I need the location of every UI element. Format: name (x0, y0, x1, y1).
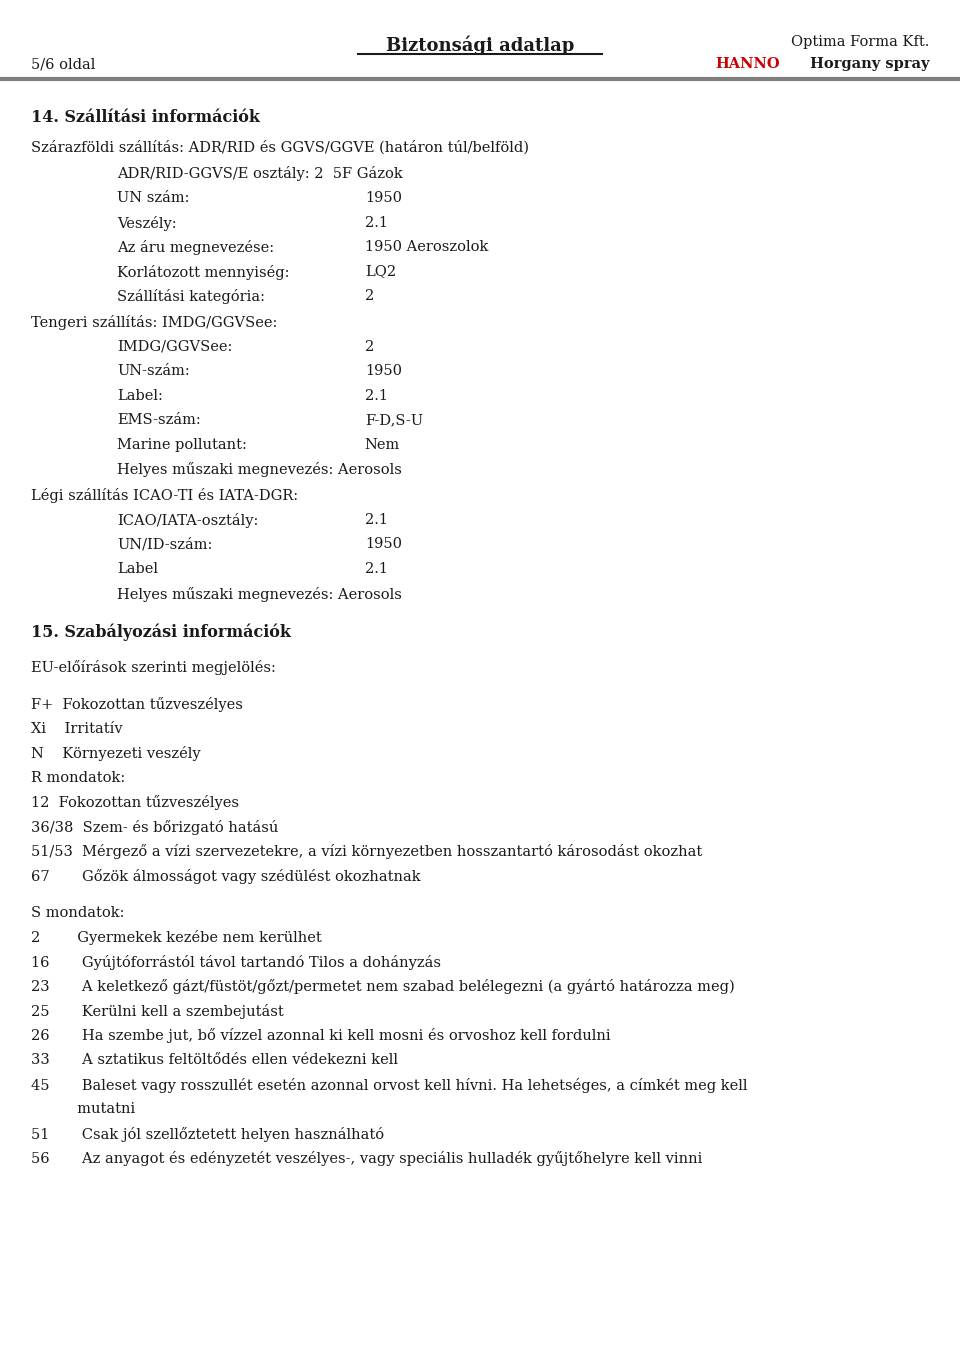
Text: 2        Gyermekek kezébe nem kerülhet: 2 Gyermekek kezébe nem kerülhet (31, 930, 322, 945)
Text: 2.1: 2.1 (365, 562, 388, 576)
Text: 67       Gőzök álmosságot vagy szédülést okozhatnak: 67 Gőzök álmosságot vagy szédülést okozh… (31, 869, 420, 884)
Text: 2.1: 2.1 (365, 513, 388, 527)
Text: Tengeri szállítás: IMDG/GGVSee:: Tengeri szállítás: IMDG/GGVSee: (31, 315, 277, 330)
Text: F+  Fokozottan tűzveszélyes: F+ Fokozottan tűzveszélyes (31, 697, 243, 712)
Text: Légi szállítás ICAO-TI és IATA-DGR:: Légi szállítás ICAO-TI és IATA-DGR: (31, 488, 298, 503)
Text: Label: Label (117, 562, 158, 576)
Text: Optima Forma Kft.: Optima Forma Kft. (791, 35, 929, 49)
Text: Korlátozott mennyiség:: Korlátozott mennyiség: (117, 265, 290, 280)
Text: Nem: Nem (365, 438, 400, 451)
Text: Szállítási kategória:: Szállítási kategória: (117, 289, 265, 304)
Text: 51       Csak jól szellőztetett helyen használható: 51 Csak jól szellőztetett helyen használ… (31, 1127, 384, 1142)
Text: 2: 2 (365, 340, 374, 353)
Text: 16       Gyújtóforrástól távol tartandó Tilos a dohányzás: 16 Gyújtóforrástól távol tartandó Tilos … (31, 955, 441, 970)
Text: 2.1: 2.1 (365, 389, 388, 402)
Text: IMDG/GGVSee:: IMDG/GGVSee: (117, 340, 232, 353)
Text: 56       Az anyagot és edényzetét veszélyes-, vagy speciális hulladék gyűjtőhely: 56 Az anyagot és edényzetét veszélyes-, … (31, 1151, 702, 1166)
Text: 1950: 1950 (365, 191, 402, 205)
Text: Helyes műszaki megnevezés: Aerosols: Helyes műszaki megnevezés: Aerosols (117, 587, 402, 602)
Text: Horgany spray: Horgany spray (804, 57, 929, 71)
Text: UN/ID-szám:: UN/ID-szám: (117, 537, 212, 551)
Text: HANNO: HANNO (716, 57, 780, 71)
Text: 2.1: 2.1 (365, 216, 388, 229)
Text: 2: 2 (365, 289, 374, 303)
Text: 1950 Aeroszolok: 1950 Aeroszolok (365, 240, 489, 254)
Text: EU-előírások szerinti megjelölés:: EU-előírások szerinti megjelölés: (31, 660, 276, 675)
Text: 1950: 1950 (365, 364, 402, 378)
Text: 5/6 oldal: 5/6 oldal (31, 57, 95, 71)
Text: ICAO/IATA-osztály:: ICAO/IATA-osztály: (117, 513, 258, 528)
Text: UN szám:: UN szám: (117, 191, 190, 205)
Text: 36/38  Szem- és bőrizgató hatású: 36/38 Szem- és bőrizgató hatású (31, 820, 278, 835)
Text: 25       Kerülni kell a szembejutást: 25 Kerülni kell a szembejutást (31, 1004, 283, 1019)
Text: Szárazföldi szállítás: ADR/RID és GGVS/GGVE (határon túl/belföld): Szárazföldi szállítás: ADR/RID és GGVS/G… (31, 140, 529, 155)
Text: Biztonsági adatlap: Biztonsági adatlap (386, 35, 574, 55)
Text: 12  Fokozottan tűzveszélyes: 12 Fokozottan tűzveszélyes (31, 795, 239, 810)
Text: 33       A sztatikus feltöltődés ellen védekezni kell: 33 A sztatikus feltöltődés ellen védekez… (31, 1053, 397, 1067)
Text: UN-szám:: UN-szám: (117, 364, 190, 378)
Text: Xi    Irritatív: Xi Irritatív (31, 722, 122, 735)
Text: 15. Szabályozási információk: 15. Szabályozási információk (31, 623, 291, 641)
Text: Veszély:: Veszély: (117, 216, 177, 231)
Text: ADR/RID-GGVS/E osztály: 2  5F Gázok: ADR/RID-GGVS/E osztály: 2 5F Gázok (117, 166, 403, 181)
Text: Marine pollutant:: Marine pollutant: (117, 438, 247, 451)
Text: S mondatok:: S mondatok: (31, 906, 124, 919)
Text: 45       Baleset vagy rosszullét esetén azonnal orvost kell hívni. Ha lehetséges: 45 Baleset vagy rosszullét esetén azonna… (31, 1078, 747, 1093)
Text: LQ2: LQ2 (365, 265, 396, 278)
Text: Label:: Label: (117, 389, 163, 402)
Text: N    Környezeti veszély: N Környezeti veszély (31, 746, 201, 761)
Text: 14. Szállítási információk: 14. Szállítási információk (31, 109, 259, 125)
Text: Helyes műszaki megnevezés: Aerosols: Helyes műszaki megnevezés: Aerosols (117, 462, 402, 477)
Text: 26       Ha szembe jut, bő vízzel azonnal ki kell mosni és orvoshoz kell forduln: 26 Ha szembe jut, bő vízzel azonnal ki k… (31, 1028, 611, 1043)
Text: Az áru megnevezése:: Az áru megnevezése: (117, 240, 275, 255)
Text: R mondatok:: R mondatok: (31, 771, 125, 784)
Text: F-D,S-U: F-D,S-U (365, 413, 423, 427)
Text: mutatni: mutatni (31, 1102, 135, 1116)
Text: 1950: 1950 (365, 537, 402, 551)
Text: 23       A keletkező gázt/füstöt/gőzt/permetet nem szabad belélegezni (a gyártó : 23 A keletkező gázt/füstöt/gőzt/permetet… (31, 979, 734, 994)
Text: EMS-szám:: EMS-szám: (117, 413, 201, 427)
Text: 51/53  Mérgező a vízi szervezetekre, a vízi környezetben hosszantartó károsodást: 51/53 Mérgező a vízi szervezetekre, a ví… (31, 844, 702, 859)
